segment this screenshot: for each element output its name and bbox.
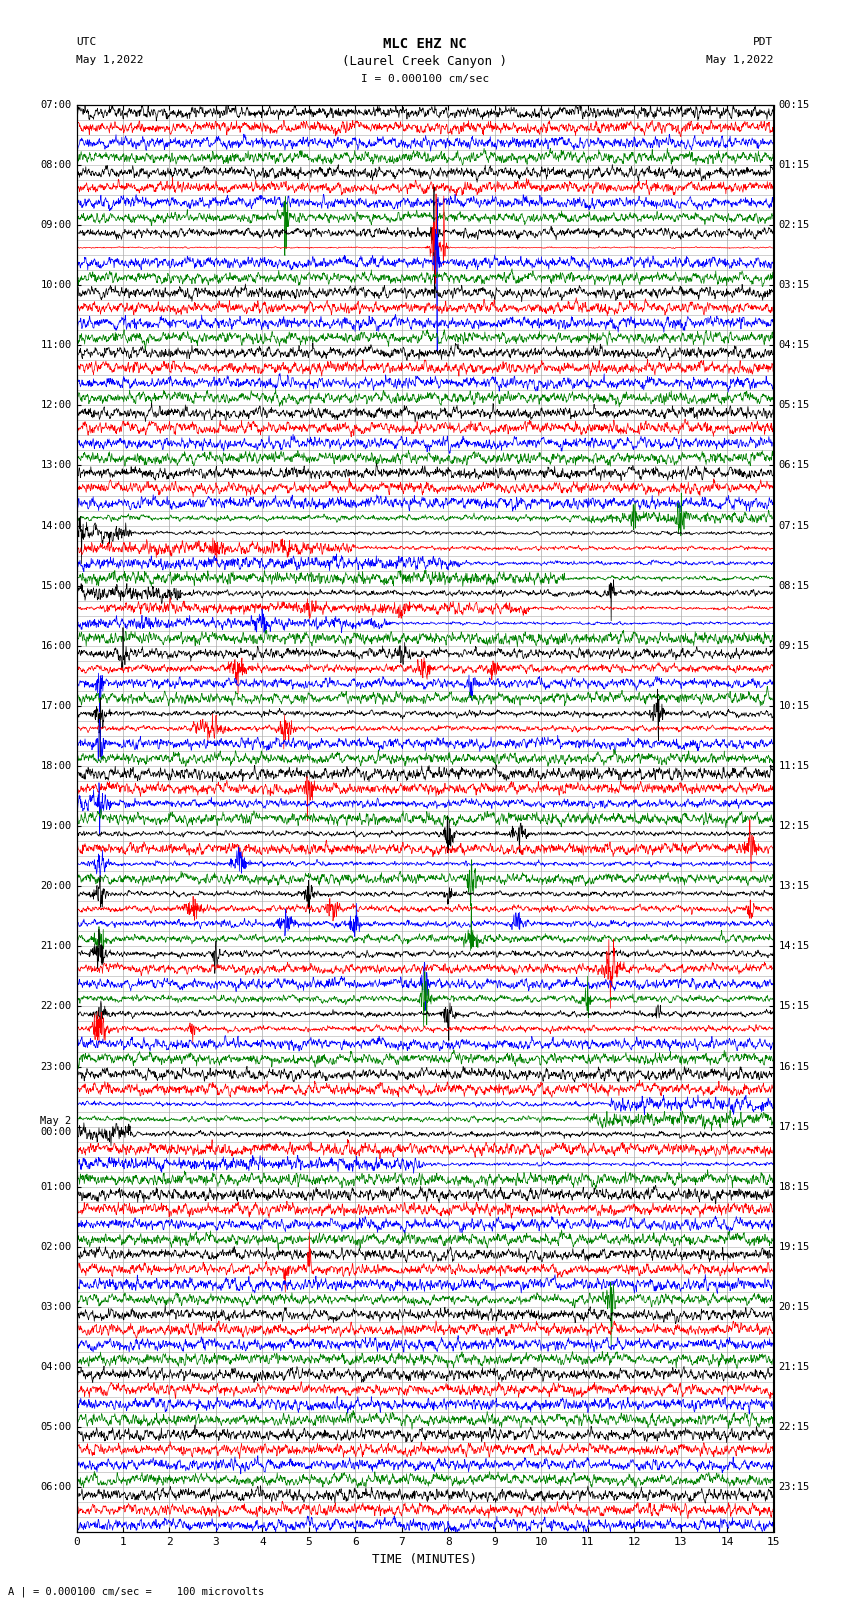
Text: I = 0.000100 cm/sec: I = 0.000100 cm/sec [361, 74, 489, 84]
Text: May 1,2022: May 1,2022 [76, 55, 144, 65]
Text: MLC EHZ NC: MLC EHZ NC [383, 37, 467, 52]
X-axis label: TIME (MINUTES): TIME (MINUTES) [372, 1553, 478, 1566]
Text: A | = 0.000100 cm/sec =    100 microvolts: A | = 0.000100 cm/sec = 100 microvolts [8, 1586, 264, 1597]
Text: PDT: PDT [753, 37, 774, 47]
Text: May 1,2022: May 1,2022 [706, 55, 774, 65]
Text: (Laurel Creek Canyon ): (Laurel Creek Canyon ) [343, 55, 507, 68]
Text: UTC: UTC [76, 37, 97, 47]
